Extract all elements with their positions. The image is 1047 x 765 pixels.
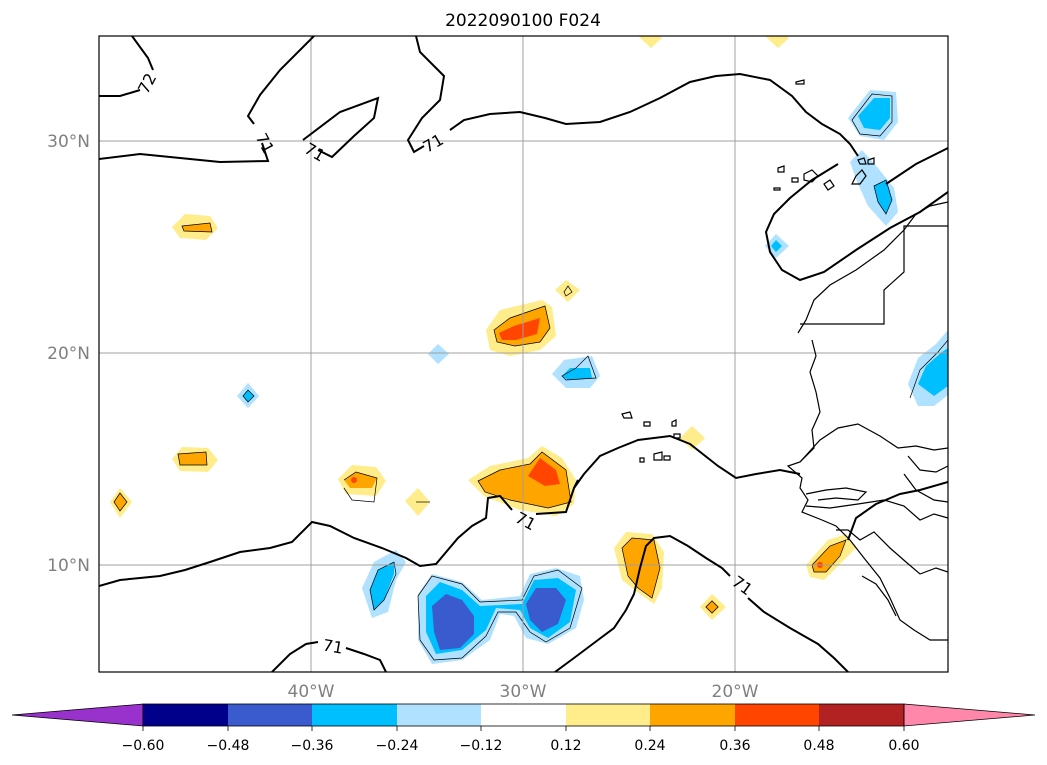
lon-label-20w: 20°W — [712, 682, 759, 702]
lat-label-20n: 20°N — [47, 344, 90, 364]
anomaly-shading — [110, 36, 948, 664]
colorbar-segment — [228, 704, 312, 726]
colorbar-tick-label: 0.36 — [719, 738, 750, 754]
colorbar-tick-label: 0.12 — [550, 738, 581, 754]
map-frame — [98, 35, 949, 673]
colorbar-segment — [650, 704, 735, 726]
colorbar: −0.60 −0.48 −0.36 −0.24 −0.12 0.12 0.24 … — [11, 703, 1036, 754]
colorbar-tick-label: −0.60 — [122, 738, 165, 754]
colorbar-segment — [397, 704, 481, 726]
thick-contours — [99, 36, 948, 672]
colorbar-tick-label: −0.36 — [291, 738, 334, 754]
colorbar-extend-high — [903, 703, 1036, 727]
longitude-labels: 40°W 30°W 20°W — [288, 682, 759, 702]
anomaly-outlines — [113, 93, 948, 661]
colorbar-tick-label: 0.48 — [803, 738, 834, 754]
lat-label-10n: 10°N — [47, 556, 90, 576]
colorbar-tick-label: −0.12 — [460, 738, 503, 754]
colorbar-segment — [143, 704, 228, 726]
lon-label-40w: 40°W — [288, 682, 335, 702]
map-area: 72 71 71 71 71 71 71 — [99, 36, 948, 672]
colorbar-segment — [312, 704, 397, 726]
colorbar-extend-low — [11, 703, 144, 727]
graticule — [99, 36, 948, 672]
colorbar-tick-label: 0.60 — [888, 738, 919, 754]
colorbar-segment — [735, 704, 819, 726]
map-title: 2022090100 F024 — [445, 11, 601, 31]
colorbar-tick-label: −0.48 — [207, 738, 250, 754]
colorbar-tick-label: 0.24 — [634, 738, 665, 754]
colorbar-segment — [481, 704, 566, 726]
lon-label-30w: 30°W — [500, 682, 547, 702]
latitude-labels: 30°N 20°N 10°N — [47, 132, 90, 576]
colorbar-segment — [566, 704, 650, 726]
lat-label-30n: 30°N — [47, 132, 90, 152]
colorbar-tick-label: −0.24 — [376, 738, 419, 754]
contour-label: 71 — [321, 635, 344, 657]
colorbar-segment — [819, 704, 904, 726]
